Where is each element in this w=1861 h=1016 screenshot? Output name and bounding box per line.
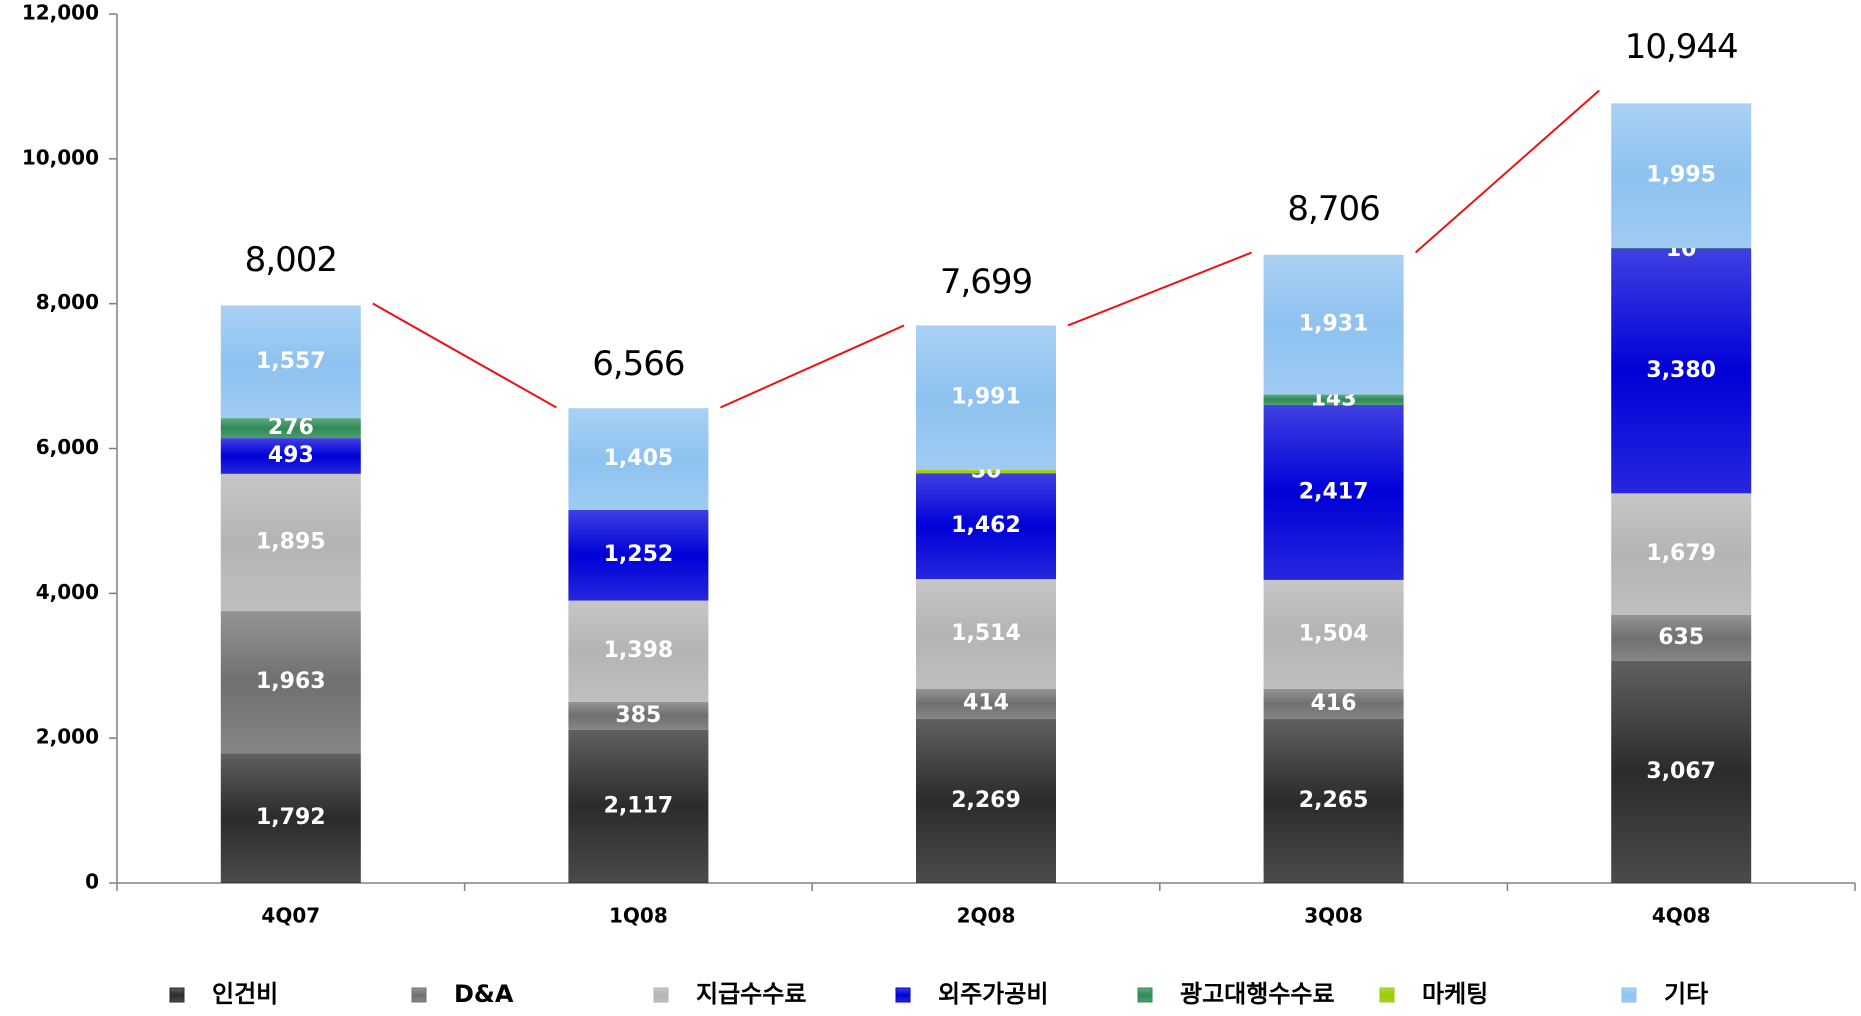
segment-label: 416 (1311, 691, 1357, 716)
segment-label: 1,398 (604, 638, 674, 663)
bar-segment (220, 473, 361, 612)
bar-segment (568, 600, 709, 702)
x-tick-label: 3Q08 (1304, 904, 1363, 928)
y-tick-label: 12,000 (22, 1, 99, 25)
bar-segment (568, 408, 709, 510)
bar-segment (220, 753, 361, 883)
legend-swatch (1137, 987, 1153, 1003)
segment-label: 1,991 (951, 384, 1021, 409)
total-line (1414, 89, 1600, 254)
segment-label: 1,895 (256, 529, 326, 554)
bar-segment (220, 305, 361, 419)
bar-segment (916, 325, 1056, 470)
bar-segment (568, 509, 709, 601)
total-label: 10,944 (1625, 27, 1738, 67)
bar-segment (1263, 579, 1404, 689)
bar-segment (1263, 394, 1404, 405)
segment-label: 1,514 (951, 621, 1021, 646)
bar-segment (220, 438, 361, 474)
bar-segment (220, 418, 361, 439)
segment-label: 1,462 (951, 513, 1021, 538)
segment-label: 1,252 (604, 542, 674, 567)
segment-label: 1,995 (1646, 163, 1716, 188)
bar-segment (1263, 254, 1404, 395)
bar-segment (1611, 660, 1752, 883)
segment-label: 276 (268, 415, 314, 440)
segment-label: 493 (268, 443, 314, 468)
segment-label: 1,504 (1299, 621, 1369, 646)
x-tick-label: 4Q07 (261, 904, 320, 928)
y-tick-label: 8,000 (36, 290, 99, 314)
bar-segment (1263, 718, 1404, 883)
legend-swatch (411, 987, 427, 1003)
y-tick-label: 6,000 (36, 435, 99, 459)
segment-label: 1,963 (256, 669, 326, 694)
legend-label: D&A (454, 980, 514, 1008)
segment-label: 3,380 (1646, 358, 1716, 383)
total-line (372, 302, 557, 409)
bar-segment (1611, 614, 1752, 661)
total-label: 8,706 (1287, 189, 1379, 229)
legend-label: 인건비 (212, 980, 278, 1008)
total-line (1067, 251, 1252, 327)
bar-segment (568, 701, 709, 730)
total-label: 7,699 (940, 262, 1032, 302)
segment-label: 1,557 (256, 349, 326, 374)
bar-segment (916, 688, 1056, 719)
segment-label: 2,417 (1299, 479, 1369, 504)
bar-segment (916, 579, 1056, 689)
total-label: 6,566 (592, 344, 684, 384)
bar-segment (1611, 493, 1752, 615)
segment-label: 2,117 (604, 793, 674, 818)
segment-label: 1,792 (256, 805, 326, 830)
bar-segment (916, 473, 1056, 580)
segment-label: 635 (1658, 625, 1704, 650)
x-tick-label: 4Q08 (1652, 904, 1711, 928)
legend-label: 외주가공비 (938, 980, 1048, 1008)
y-tick-label: 10,000 (22, 145, 99, 169)
segment-label: 3,067 (1646, 759, 1716, 784)
total-line (719, 324, 905, 409)
y-tick-label: 4,000 (36, 580, 99, 604)
segment-label: 1,931 (1299, 312, 1369, 337)
legend-swatch (1621, 987, 1637, 1003)
legend-swatch (895, 987, 911, 1003)
segment-label: 2,269 (951, 788, 1021, 813)
segment-label: 1,679 (1646, 541, 1716, 566)
segment-label: 2,265 (1299, 788, 1369, 813)
y-tick-label: 0 (85, 870, 99, 894)
bar-segment (220, 611, 361, 754)
legend-swatch (1379, 987, 1395, 1003)
legend-label: 광고대행수수료 (1180, 980, 1335, 1008)
legend-label: 지급수수료 (696, 980, 806, 1008)
bar-segment (1263, 404, 1404, 580)
bar-segment (568, 729, 709, 883)
bar-segment (1263, 688, 1404, 719)
bar-segment (1611, 103, 1752, 248)
legend-swatch (653, 987, 669, 1003)
x-tick-label: 1Q08 (609, 904, 668, 928)
legend-label: 기타 (1664, 980, 1708, 1008)
bar-segment (1611, 248, 1752, 494)
bar-segment (1611, 247, 1752, 249)
legend-swatch (169, 987, 185, 1003)
segment-label: 1,405 (604, 446, 674, 471)
bar-segment (916, 718, 1056, 883)
x-tick-label: 2Q08 (957, 904, 1016, 928)
total-label: 8,002 (245, 240, 337, 280)
segment-label: 385 (615, 703, 661, 728)
legend-label: 마케팅 (1422, 980, 1488, 1008)
segment-label: 414 (963, 691, 1009, 716)
bar-segment (916, 469, 1056, 474)
y-tick-label: 2,000 (36, 725, 99, 749)
